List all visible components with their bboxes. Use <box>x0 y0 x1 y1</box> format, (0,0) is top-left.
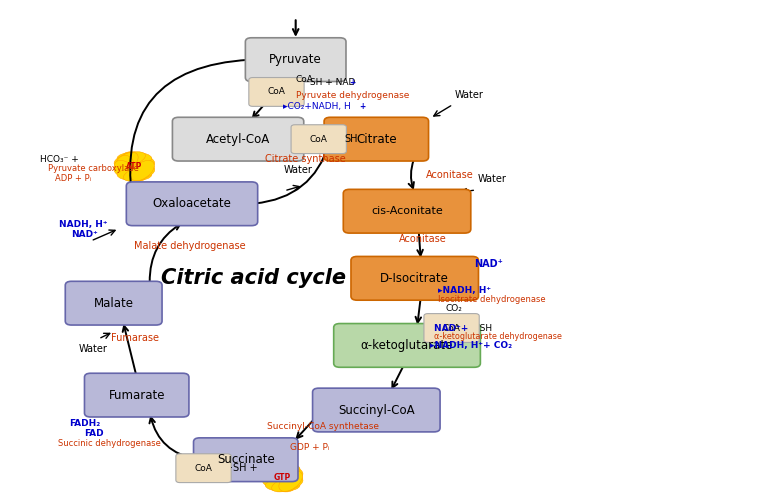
Ellipse shape <box>263 477 293 492</box>
Ellipse shape <box>272 477 303 492</box>
Ellipse shape <box>266 479 300 492</box>
Text: Succinyl-CoA synthetase: Succinyl-CoA synthetase <box>267 422 379 431</box>
Text: SH: SH <box>344 134 358 144</box>
FancyBboxPatch shape <box>65 281 162 325</box>
Ellipse shape <box>283 466 301 488</box>
Text: ▸NADH, H⁺+ CO₂: ▸NADH, H⁺+ CO₂ <box>430 341 512 350</box>
Ellipse shape <box>264 466 283 488</box>
Text: FADH₂: FADH₂ <box>69 419 101 428</box>
Text: cis-Aconitate: cis-Aconitate <box>371 206 443 216</box>
Text: Pyruvate: Pyruvate <box>270 53 322 66</box>
Text: ATP: ATP <box>126 162 143 171</box>
Text: ▸CO₂+NADH, H: ▸CO₂+NADH, H <box>283 102 350 111</box>
Text: CO₂: CO₂ <box>445 304 462 313</box>
FancyBboxPatch shape <box>333 324 481 367</box>
FancyBboxPatch shape <box>84 373 189 417</box>
Text: GTP: GTP <box>274 473 291 482</box>
Ellipse shape <box>263 462 293 478</box>
FancyBboxPatch shape <box>351 256 478 300</box>
Text: Isocitrate dehydrogenase: Isocitrate dehydrogenase <box>438 295 545 304</box>
Ellipse shape <box>114 152 138 172</box>
Text: NAD⁺+: NAD⁺+ <box>434 324 472 332</box>
Text: Aconitase: Aconitase <box>426 170 474 180</box>
Text: Succinic dehydrogenase: Succinic dehydrogenase <box>58 439 161 448</box>
Text: CoA: CoA <box>296 75 313 84</box>
FancyBboxPatch shape <box>324 117 429 161</box>
Text: Citrate synthase: Citrate synthase <box>265 154 346 164</box>
FancyBboxPatch shape <box>343 189 471 233</box>
Text: Succinate: Succinate <box>217 453 275 466</box>
Text: NAD⁺: NAD⁺ <box>475 259 504 269</box>
Text: NADH, H⁺: NADH, H⁺ <box>59 220 108 229</box>
Text: Fumarate: Fumarate <box>108 389 165 402</box>
FancyBboxPatch shape <box>313 388 440 432</box>
Text: CoA: CoA <box>267 87 286 96</box>
Text: Aconitase: Aconitase <box>399 234 447 244</box>
Text: ·SH + NAD: ·SH + NAD <box>307 78 356 86</box>
Text: ▸NADH, H⁺: ▸NADH, H⁺ <box>438 286 491 295</box>
Text: ADP + Pᵢ: ADP + Pᵢ <box>55 174 91 183</box>
Ellipse shape <box>134 155 153 177</box>
FancyBboxPatch shape <box>249 78 304 106</box>
Text: Water: Water <box>78 344 108 354</box>
Ellipse shape <box>266 463 300 475</box>
Ellipse shape <box>124 152 154 167</box>
Ellipse shape <box>272 462 303 478</box>
Ellipse shape <box>114 161 138 181</box>
FancyBboxPatch shape <box>246 38 346 82</box>
Text: NAD⁺: NAD⁺ <box>71 230 98 239</box>
FancyBboxPatch shape <box>291 125 346 154</box>
Ellipse shape <box>131 161 154 181</box>
FancyBboxPatch shape <box>126 182 257 226</box>
Text: Water: Water <box>455 90 484 100</box>
Text: Malate dehydrogenase: Malate dehydrogenase <box>134 241 246 251</box>
Text: Pyruvate dehydrogenase: Pyruvate dehydrogenase <box>296 91 409 100</box>
Text: GDP + Pᵢ: GDP + Pᵢ <box>290 443 329 452</box>
Text: Citric acid cycle: Citric acid cycle <box>161 268 346 288</box>
Text: +: + <box>349 78 356 86</box>
Ellipse shape <box>263 463 286 483</box>
Text: Malate: Malate <box>94 297 134 310</box>
Text: SH: SH <box>471 324 492 332</box>
Text: FAD: FAD <box>84 429 104 438</box>
Text: +: + <box>359 102 366 111</box>
Ellipse shape <box>116 155 134 177</box>
Ellipse shape <box>279 463 303 483</box>
Ellipse shape <box>131 152 154 172</box>
FancyBboxPatch shape <box>194 438 298 482</box>
Ellipse shape <box>117 168 151 181</box>
Ellipse shape <box>263 471 286 492</box>
Text: CoA: CoA <box>194 464 213 473</box>
Text: Citrate: Citrate <box>356 133 396 146</box>
Text: HCO₃⁻ +: HCO₃⁻ + <box>40 155 78 164</box>
Ellipse shape <box>279 471 303 492</box>
Text: Fumarase: Fumarase <box>111 333 159 343</box>
Ellipse shape <box>117 152 151 165</box>
Text: D-Isocitrate: D-Isocitrate <box>380 272 449 285</box>
FancyBboxPatch shape <box>172 117 303 161</box>
Text: Pyruvate carboxylase: Pyruvate carboxylase <box>48 165 138 173</box>
Text: CoA: CoA <box>310 135 328 144</box>
Ellipse shape <box>114 166 145 181</box>
FancyBboxPatch shape <box>176 454 231 483</box>
Ellipse shape <box>124 166 154 181</box>
Text: Water: Water <box>284 166 313 175</box>
Text: CoA: CoA <box>442 324 461 332</box>
Text: α-ketoglutarate dehydrogenase: α-ketoglutarate dehydrogenase <box>434 332 562 341</box>
Text: Water: Water <box>478 174 507 184</box>
Text: ·SH +: ·SH + <box>230 463 258 473</box>
Text: Succinyl-CoA: Succinyl-CoA <box>338 404 415 416</box>
Ellipse shape <box>114 152 145 167</box>
Text: α-ketoglutarate: α-ketoglutarate <box>361 339 453 352</box>
Text: Oxaloacetate: Oxaloacetate <box>153 197 231 210</box>
FancyBboxPatch shape <box>424 314 479 342</box>
Text: Acetyl-CoA: Acetyl-CoA <box>206 133 270 146</box>
